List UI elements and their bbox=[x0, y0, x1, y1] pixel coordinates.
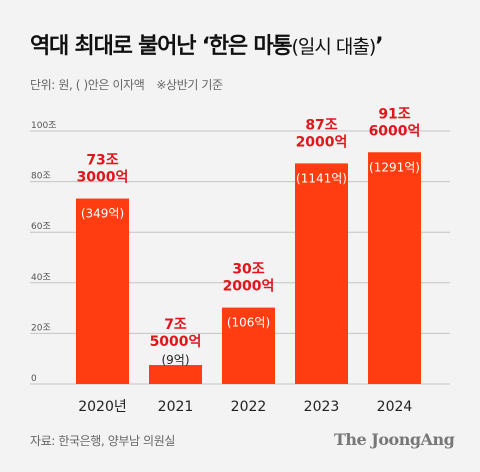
bar bbox=[222, 307, 275, 384]
x-tick-label: 2024 bbox=[377, 399, 413, 415]
interest-label: (9억) bbox=[161, 353, 189, 367]
x-tick-label: 2022 bbox=[231, 399, 267, 415]
x-tick-label: 2023 bbox=[304, 399, 340, 415]
value-label: 30조 bbox=[232, 262, 264, 278]
chart-title: 역대 최대로 불어난 ‘한은 마통(일시 대출)’ bbox=[30, 28, 384, 60]
value-label: 5000억 bbox=[150, 334, 202, 350]
bars bbox=[76, 152, 421, 384]
chart-title-main: 역대 최대로 불어난 ‘한은 마통 bbox=[30, 34, 293, 59]
y-tick-label: 100조 bbox=[31, 121, 56, 131]
value-label: 6000억 bbox=[369, 123, 421, 139]
bar bbox=[149, 365, 202, 384]
bar bbox=[76, 198, 129, 384]
y-tick-label: 0 bbox=[31, 374, 37, 384]
basis-note: ※상반기 기준 bbox=[156, 78, 223, 92]
units-note: 단위: 원, ( )안은 이자액 bbox=[30, 78, 145, 92]
y-tick-label: 80조 bbox=[31, 172, 51, 182]
source-note: 자료: 한국은행, 양부남 의원실 bbox=[30, 434, 175, 448]
value-label: 91조 bbox=[378, 106, 410, 122]
x-tick-label: 2021 bbox=[158, 399, 194, 415]
interest-label: (1291억) bbox=[369, 160, 420, 174]
y-tick-label: 20조 bbox=[31, 323, 51, 333]
value-label: 7조 bbox=[164, 317, 187, 333]
bar bbox=[295, 163, 348, 384]
value-label: 2000억 bbox=[223, 279, 275, 295]
value-label: 73조 bbox=[86, 153, 118, 169]
y-tick-label: 60조 bbox=[31, 222, 51, 232]
value-label: 87조 bbox=[305, 117, 337, 133]
bar bbox=[368, 152, 421, 384]
value-label: 2000억 bbox=[296, 134, 348, 150]
interest-label: (106억) bbox=[227, 316, 270, 330]
interest-label: (349억) bbox=[81, 207, 124, 221]
interest-label: (1141억) bbox=[296, 171, 347, 185]
chart-title-paren: (일시 대출) bbox=[291, 36, 376, 58]
publisher-logo: The JoongAng bbox=[334, 430, 455, 449]
x-tick-label: 2020년 bbox=[78, 399, 127, 415]
y-tick-label: 40조 bbox=[31, 273, 51, 283]
value-label: 3000억 bbox=[77, 170, 129, 186]
chart-title-close: ’ bbox=[375, 34, 383, 59]
chart-subtitle: 단위: 원, ( )안은 이자액 ※상반기 기준 bbox=[30, 76, 223, 93]
